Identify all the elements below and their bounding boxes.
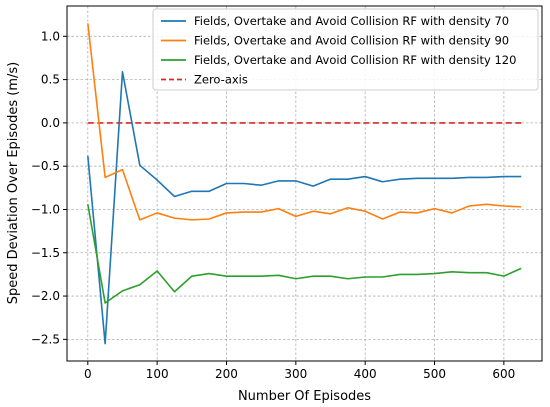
axes-frame	[66, 5, 543, 362]
x-tick-label: 100	[146, 367, 169, 381]
series-line-0	[87, 71, 522, 345]
x-axis-ticks: 0 100 200 300 400 500 600	[84, 361, 515, 381]
axes-border	[66, 5, 543, 362]
series-line-2	[87, 204, 522, 304]
x-tick-label: 200	[215, 367, 238, 381]
y-tick-label: 0.5	[41, 73, 60, 87]
y-tick-label: −0.5	[31, 159, 60, 173]
y-tick-label: 0.0	[41, 116, 60, 130]
x-tick-label: 300	[284, 367, 307, 381]
x-tick-label: 600	[492, 367, 515, 381]
legend-box	[152, 8, 539, 91]
y-tick-label: −1.5	[31, 246, 60, 260]
y-tick-label: −2.5	[31, 332, 60, 346]
legend: Fields, Overtake and Avoid Collision RF …	[152, 8, 539, 91]
x-axis-label: Number Of Episodes	[238, 389, 371, 404]
x-tick-label: 500	[423, 367, 446, 381]
x-tick-label: 400	[354, 367, 377, 381]
x-tick-label: 0	[84, 367, 92, 381]
legend-label: Fields, Overtake and Avoid Collision RF …	[194, 34, 509, 48]
legend-label: Fields, Overtake and Avoid Collision RF …	[194, 14, 509, 28]
y-axis-label: Speed Deviation Over Episodes (m/s)	[6, 62, 21, 305]
series-lines	[87, 23, 522, 345]
series-line-1	[87, 23, 522, 221]
y-tick-label: −2.0	[31, 289, 60, 303]
y-axis-ticks: 1.0 0.5 0.0 −0.5 −1.0 −1.5 −2.0 −2.5	[31, 29, 67, 346]
legend-label: Fields, Overtake and Avoid Collision RF …	[194, 53, 516, 67]
y-tick-label: 1.0	[41, 29, 60, 43]
legend-label: Zero-axis	[194, 73, 248, 87]
y-tick-label: −1.0	[31, 202, 60, 216]
